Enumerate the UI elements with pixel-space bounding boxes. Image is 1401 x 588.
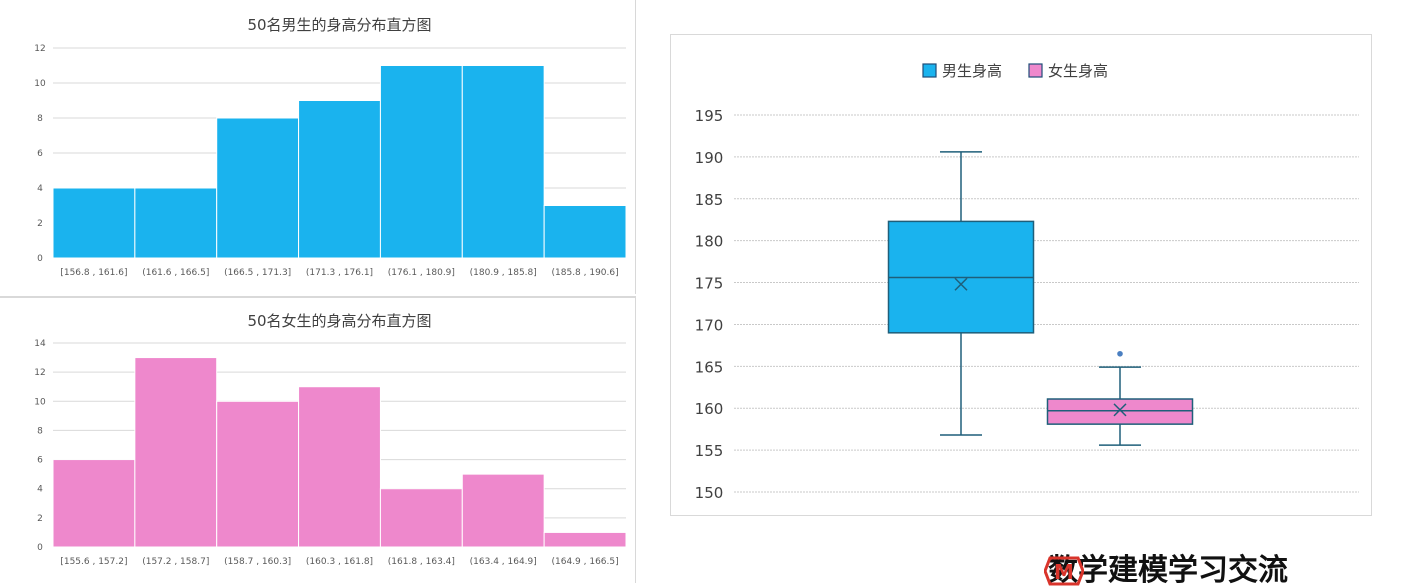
female-histogram-chart: 50名女生的身高分布直方图 0 2 4 6 8 10 12 14 [155.6 , 157.2] (… [34,312,627,567]
legend-label: 男生身高 [942,62,1002,80]
y-tick-label: 170 [695,316,724,334]
y-tick-label: 14 [34,339,46,349]
histogram-bar [52,187,136,259]
y-tick-label: 10 [34,79,46,89]
y-tick-label: 0 [37,254,43,264]
y-tick-label: 0 [37,543,43,553]
chart-title: 50名女生的身高分布直方图 [247,312,431,330]
histogram-bar [298,100,381,259]
histogram-bar [379,488,463,548]
histogram-bar [461,65,545,259]
y-tick-label: 2 [37,219,43,229]
watermark-text: 数学建模学习交流 [1048,553,1288,588]
y-tick-label: 185 [695,191,724,209]
legend-swatch [1028,63,1043,78]
watermark-logo-icon: M [1044,556,1084,586]
histogram-bar [461,473,545,548]
x-tick-label: (185.8 , 190.6] [552,268,619,278]
y-tick-label: 4 [37,485,43,495]
outlier-point [1116,350,1124,358]
male-histogram-panel: 50名男生的身高分布直方图 0 2 4 6 8 10 12 [156.8 , 161.6] (16… [0,0,636,294]
y-tick-label: 155 [695,442,724,460]
histogram-bar [134,357,218,548]
x-tick-label: (157.2 , 158.7] [142,557,209,567]
legend-swatch [922,63,937,78]
mean-marker [954,277,968,291]
watermark-logo-letter: M [1054,560,1074,584]
x-tick-label: (166.5 , 171.3] [224,268,291,278]
y-tick-label: 4 [37,184,43,194]
histogram-bar [379,65,463,259]
x-tick-label: (176.1 , 180.9] [388,268,455,278]
y-tick-label: 2 [37,514,43,524]
female-histogram-panel: 50名女生的身高分布直方图 0 2 4 6 8 10 12 14 [155.6 , 157.2] (… [0,296,636,583]
chart-title: 50名男生的身高分布直方图 [247,16,431,34]
x-tick-label: (161.8 , 163.4] [388,557,455,567]
y-tick-label: 8 [37,426,43,436]
boxplot-panel: 150 155 160 165 170 175 180 185 190 195 男生身高 女生身高 [670,34,1372,516]
x-tick-label: (164.9 , 166.5] [552,557,619,567]
histogram-bar [52,459,136,548]
histogram-bar [543,531,627,548]
y-tick-label: 6 [37,149,43,159]
watermark: M 数学建模学习交流 [1044,556,1288,586]
histogram-bar [134,187,218,259]
histogram-bar [216,117,300,259]
y-tick-label: 10 [34,397,46,407]
histogram-bar [298,386,381,548]
y-tick-label: 160 [695,400,724,418]
histogram-bar [543,205,627,259]
y-tick-label: 180 [695,233,724,251]
x-tick-label: (161.6 , 166.5] [142,268,209,278]
legend-label: 女生身高 [1048,62,1108,80]
male-histogram-chart: 50名男生的身高分布直方图 0 2 4 6 8 10 12 [156.8 , 161.6] (16… [34,16,627,278]
y-tick-label: 195 [695,107,724,125]
x-tick-label: (160.3 , 161.8] [306,557,373,567]
x-tick-label: [156.8 , 161.6] [60,268,127,278]
y-tick-label: 8 [37,114,43,124]
y-tick-label: 12 [34,44,45,54]
y-tick-label: 165 [695,358,724,376]
x-tick-label: (163.4 , 164.9] [470,557,537,567]
x-tick-label: (171.3 , 176.1] [306,268,373,278]
box-iqr [1046,398,1194,425]
x-tick-label: (158.7 , 160.3] [224,557,291,567]
boxplot-chart: 150 155 160 165 170 175 180 185 190 195 男生身高 女生身高 [695,62,1359,502]
y-tick-label: 150 [695,484,724,502]
x-tick-label: [155.6 , 157.2] [60,557,127,567]
y-tick-label: 190 [695,149,724,167]
y-tick-label: 12 [34,368,45,378]
mean-marker [1113,403,1127,417]
histogram-bar [216,400,300,548]
y-tick-label: 175 [695,275,724,293]
y-tick-label: 6 [37,456,43,466]
x-tick-label: (180.9 , 185.8] [470,268,537,278]
